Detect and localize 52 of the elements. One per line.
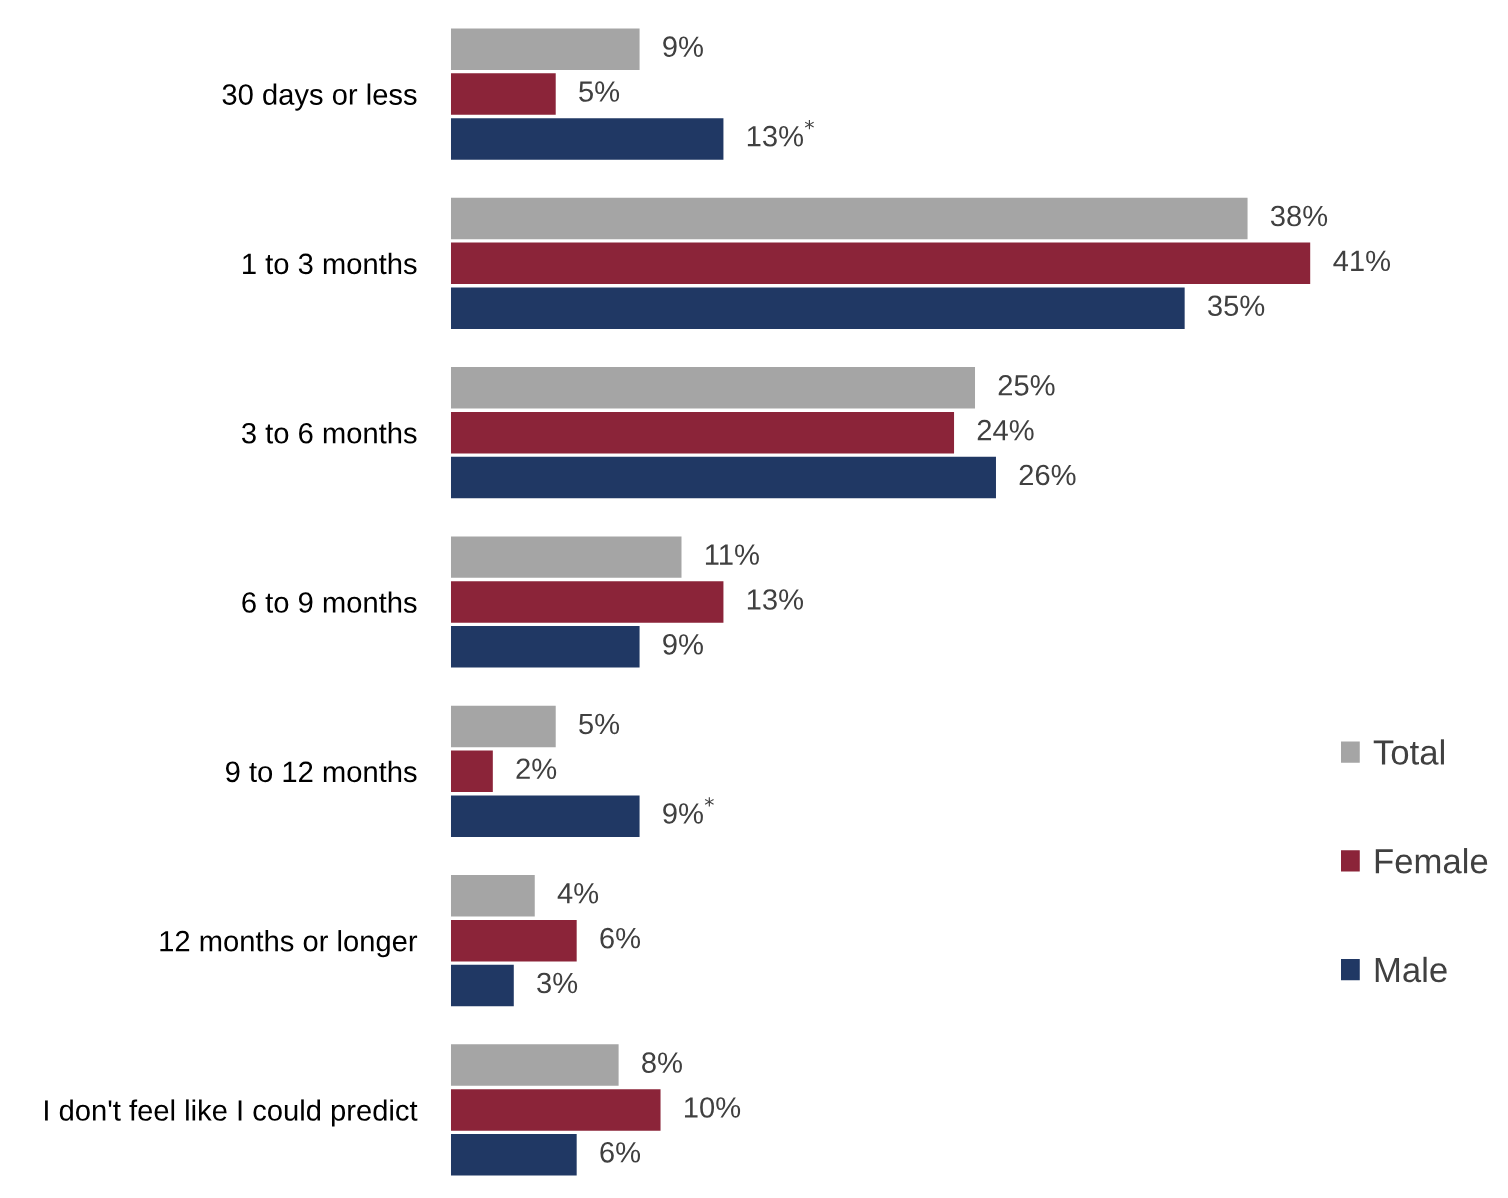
bar xyxy=(450,411,955,454)
legend-label: Male xyxy=(1375,956,1447,983)
data-label: 9% xyxy=(663,36,703,57)
y-tick-label: 6 to 9 months xyxy=(242,591,417,613)
y-tick-label: 1 to 3 months xyxy=(243,252,417,275)
bar xyxy=(450,536,682,578)
y-tick-label: I don't feel like I could predict xyxy=(45,1099,418,1127)
data-label: 10% xyxy=(684,1097,741,1118)
data-label: 24% xyxy=(977,419,1034,441)
y-tick-label: 12 months or longer xyxy=(160,930,418,958)
data-label: 3% xyxy=(537,972,578,994)
legend-label: Total xyxy=(1373,739,1444,765)
bar xyxy=(450,1134,577,1176)
bar xyxy=(450,919,577,962)
data-label: 35% xyxy=(1208,295,1265,317)
data-label: 6% xyxy=(600,1142,641,1163)
data-label: 5% xyxy=(579,713,620,735)
bar xyxy=(450,367,976,409)
y-tick-label: 9 to 12 months xyxy=(226,760,417,783)
data-label: 9%$^{*}$ xyxy=(663,797,714,824)
bar xyxy=(450,626,640,668)
bar xyxy=(450,456,996,499)
data-label: 6% xyxy=(600,927,641,949)
bar xyxy=(450,1089,661,1131)
bar xyxy=(450,28,640,70)
bar xyxy=(450,750,493,793)
y-tick-label: 30 days or less xyxy=(222,83,417,111)
bar xyxy=(450,581,724,623)
data-label: 38% xyxy=(1270,205,1328,227)
data-label: 13% xyxy=(747,589,803,610)
legend-label: Female xyxy=(1375,848,1488,874)
data-label: 2% xyxy=(516,758,557,780)
bar xyxy=(450,287,1185,329)
bar xyxy=(450,705,556,748)
data-label: 8% xyxy=(642,1052,682,1073)
data-label: 41% xyxy=(1333,250,1391,272)
bar xyxy=(450,1044,619,1086)
bar xyxy=(450,197,1248,240)
data-label: 9% xyxy=(663,634,703,655)
data-label: 4% xyxy=(557,883,599,904)
bar xyxy=(450,73,556,115)
data-label: 25% xyxy=(998,374,1055,396)
data-label: 26% xyxy=(1019,464,1076,486)
bar xyxy=(450,875,535,917)
data-label: 11% xyxy=(705,544,759,565)
bar xyxy=(450,118,724,160)
data-label: 13%$^{*}$ xyxy=(747,119,814,147)
data-label: 5% xyxy=(579,81,620,102)
bar xyxy=(450,242,1311,285)
y-tick-label: 3 to 6 months xyxy=(241,422,417,444)
bar xyxy=(450,964,514,1007)
bar xyxy=(450,795,640,837)
